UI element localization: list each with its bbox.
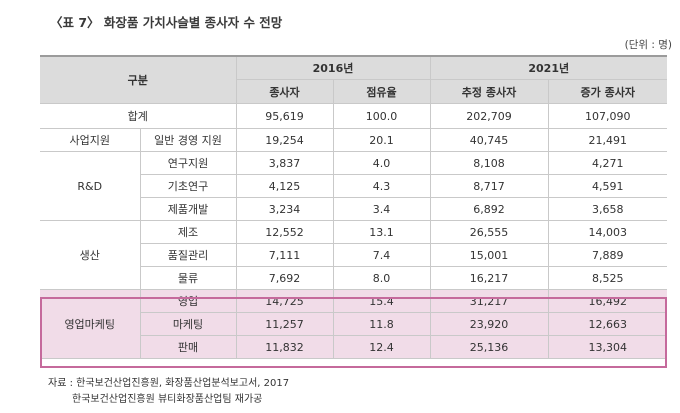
- group-production: 생산: [40, 220, 141, 290]
- row-label: 제조: [140, 220, 237, 244]
- cell: 13,304: [548, 335, 667, 359]
- group-rd: R&D: [40, 151, 141, 221]
- row-label: 제품개발: [140, 197, 237, 221]
- header-category: 구분: [40, 56, 237, 104]
- row-label: 영업: [140, 289, 237, 313]
- cell: 40,745: [430, 128, 549, 152]
- cell: 3,658: [548, 197, 667, 221]
- cell: 7,111: [236, 243, 334, 267]
- workforce-table: 구분 2016년 2021년 종사자 점유율 추정 종사자 증가 종사자 합계 …: [40, 55, 667, 359]
- cell: 15.4: [333, 289, 431, 313]
- cell: 202,709: [430, 103, 549, 129]
- header-row-years: 구분 2016년 2021년: [40, 56, 667, 104]
- table-title: 〈표 7〉 화장품 가치사슬별 종사자 수 전망: [50, 15, 283, 30]
- cell: 19,254: [236, 128, 334, 152]
- header-row-columns: 종사자 점유율 추정 종사자 증가 종사자: [40, 79, 667, 104]
- header-workers: 종사자: [236, 79, 334, 104]
- cell: 31,217: [430, 289, 549, 313]
- cell: 12,552: [236, 220, 334, 244]
- cell: 21,491: [548, 128, 667, 152]
- row-label: 물류: [140, 266, 237, 290]
- cell: 4,271: [548, 151, 667, 175]
- cell: 13.1: [333, 220, 431, 244]
- row-label: 기초연구: [140, 174, 237, 198]
- unit-label: (단위 : 명): [624, 39, 672, 51]
- row-label: 일반 경영 지원: [140, 128, 237, 152]
- source-line-2: 한국보건산업진흥원 뷰티화장품산업팀 재가공: [72, 394, 263, 405]
- group-marketing: 영업마케팅: [40, 289, 141, 359]
- cell: 14,725: [236, 289, 334, 313]
- cell: 6,892: [430, 197, 549, 221]
- cell: 8.0: [333, 266, 431, 290]
- cell: 7.4: [333, 243, 431, 267]
- cell: 4,125: [236, 174, 334, 198]
- cell: 15,001: [430, 243, 549, 267]
- cell: 26,555: [430, 220, 549, 244]
- row-label: 판매: [140, 335, 237, 359]
- cell: 16,492: [548, 289, 667, 313]
- cell: 25,136: [430, 335, 549, 359]
- cell: 11.8: [333, 312, 431, 336]
- table-row-total: 합계 95,619 100.0 202,709 107,090: [40, 103, 667, 129]
- header-est-workers: 추정 종사자: [430, 79, 549, 104]
- header-year-2021: 2021년: [430, 56, 667, 80]
- cell: 100.0: [333, 103, 431, 129]
- cell: 3.4: [333, 197, 431, 221]
- table-row: 품질관리 7,111 7.4 15,001 7,889: [40, 243, 667, 267]
- table-row: 제품개발 3,234 3.4 6,892 3,658: [40, 197, 667, 221]
- table-row: R&D 연구지원 3,837 4.0 8,108 4,271: [40, 151, 667, 221]
- cell: 7,692: [236, 266, 334, 290]
- header-year-2016: 2016년: [236, 56, 431, 80]
- cell: 107,090: [548, 103, 667, 129]
- cell: 12,663: [548, 312, 667, 336]
- cell: 8,525: [548, 266, 667, 290]
- cell: 11,257: [236, 312, 334, 336]
- table-row: 사업지원 일반 경영 지원 19,254 20.1 40,745 21,491: [40, 128, 667, 152]
- cell: 3,837: [236, 151, 334, 175]
- cell: 12.4: [333, 335, 431, 359]
- cell: 4.0: [333, 151, 431, 175]
- cell: 4.3: [333, 174, 431, 198]
- table-row: 기초연구 4,125 4.3 8,717 4,591: [40, 174, 667, 198]
- table-row: 마케팅 11,257 11.8 23,920 12,663: [40, 312, 667, 336]
- cell: 3,234: [236, 197, 334, 221]
- cell: 7,889: [548, 243, 667, 267]
- cell: 95,619: [236, 103, 334, 129]
- cell: 16,217: [430, 266, 549, 290]
- row-label: 마케팅: [140, 312, 237, 336]
- table-row: 생산 제조 12,552 13.1 26,555 14,003: [40, 220, 667, 290]
- cell: 8,717: [430, 174, 549, 198]
- total-label: 합계: [40, 103, 237, 129]
- cell: 14,003: [548, 220, 667, 244]
- table-row: 판매 11,832 12.4 25,136 13,304: [40, 335, 667, 359]
- row-label: 연구지원: [140, 151, 237, 175]
- cell: 23,920: [430, 312, 549, 336]
- table-row: 영업마케팅 영업 14,725 15.4 31,217 16,492: [40, 289, 667, 359]
- header-share: 점유율: [333, 79, 431, 104]
- cell: 20.1: [333, 128, 431, 152]
- table-row: 물류 7,692 8.0 16,217 8,525: [40, 266, 667, 290]
- source-line-1: 자료 : 한국보건산업진흥원, 화장품산업분석보고서, 2017: [48, 378, 290, 389]
- cell: 8,108: [430, 151, 549, 175]
- cell: 11,832: [236, 335, 334, 359]
- source-note: 자료 : 한국보건산업진흥원, 화장품산업분석보고서, 2017 한국보건산업진…: [48, 376, 289, 408]
- header-inc-workers: 증가 종사자: [548, 79, 667, 104]
- row-label: 품질관리: [140, 243, 237, 267]
- cell: 4,591: [548, 174, 667, 198]
- group-business-support: 사업지원: [40, 128, 141, 152]
